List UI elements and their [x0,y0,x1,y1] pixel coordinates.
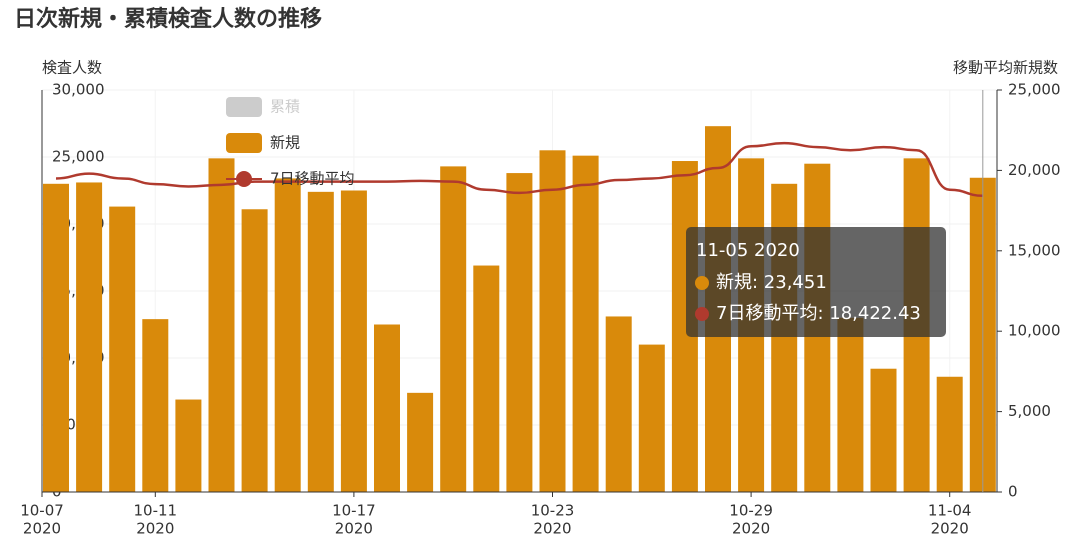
bar [76,182,103,492]
tooltip-separator: : [752,272,764,293]
tooltip-item: 新規: 23,451 [716,272,827,293]
x-tick-year: 2020 [136,520,174,538]
bar [374,324,400,492]
bar [274,178,301,492]
tooltip-value: 23,451 [764,272,827,293]
tooltip-title: 11-05 2020 [696,240,800,261]
tooltip-value: 18,422.43 [829,303,921,324]
x-tick-year: 2020 [533,520,571,538]
bar [473,265,500,492]
tooltip-series-name: 7日移動平均 [716,303,817,324]
bar [572,155,599,492]
y2-axis-label: 移動平均新規数 [953,59,1058,77]
bar [837,317,864,492]
x-tick-year: 2020 [732,520,770,538]
y-tick-label: 25,000 [52,148,105,166]
tooltip-separator: : [817,303,829,324]
tooltip-marker [695,307,709,321]
y-tick-label: 30,000 [52,81,105,99]
legend-marker [236,171,252,187]
legend-label: 新規 [270,134,300,152]
y2-tick-label: 0 [1008,483,1018,501]
line-series [55,141,983,198]
bar [506,173,533,492]
x-tick-label: 10-23 [531,502,575,520]
chart-title: 日次新規・累積検査人数の推移 [14,6,322,32]
x-tick-label: 10-07 [20,502,64,520]
legend-swatch [226,133,262,153]
bar [208,158,235,492]
legend-swatch [226,97,262,117]
x-tick-year: 2020 [335,520,373,538]
y-axis-label: 検査人数 [42,59,102,77]
y2-tick-label: 10,000 [1008,322,1061,340]
legend-label: 累積 [270,98,300,116]
x-tick-year: 2020 [931,520,969,538]
tooltip-marker [695,276,709,290]
bar [307,191,334,492]
tooltip-item: 7日移動平均: 18,422.43 [716,303,921,324]
y2-tick-label: 15,000 [1008,241,1061,259]
bar [870,368,897,492]
bar [440,166,467,492]
x-tick-label: 10-17 [332,502,376,520]
y2-tick-label: 5,000 [1008,402,1051,420]
legend-label: 7日移動平均 [270,170,355,188]
bar [241,209,268,492]
bar [638,344,665,492]
bar [539,150,566,493]
bar [109,206,136,492]
y2-tick-label: 25,000 [1008,81,1061,99]
bar [142,319,169,492]
bar [175,399,202,492]
x-tick-label: 10-11 [134,502,178,520]
bar [43,183,69,493]
tooltip-series-name: 新規 [716,272,752,293]
x-tick-label: 11-04 [928,502,972,520]
bar [407,392,434,492]
x-tick-year: 2020 [23,520,61,538]
tooltip-box [686,227,946,337]
y2-tick-label: 20,000 [1008,161,1061,179]
bar [605,316,632,492]
bar [340,190,367,492]
x-tick-label: 10-29 [729,502,773,520]
bar [936,376,963,492]
